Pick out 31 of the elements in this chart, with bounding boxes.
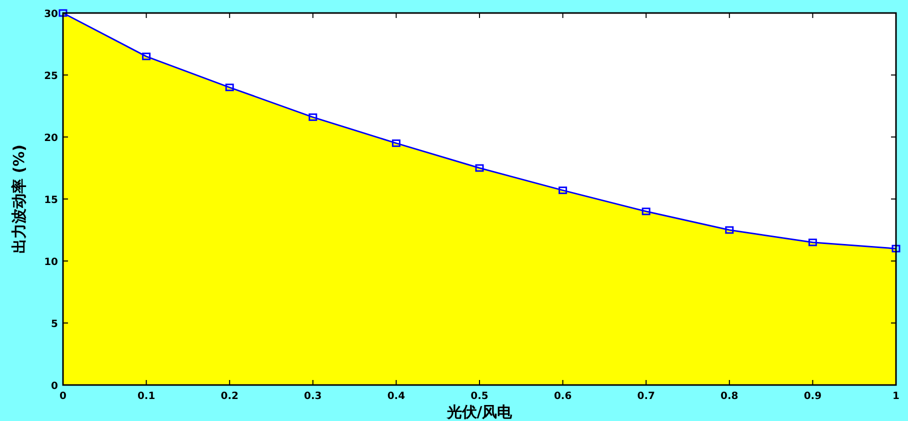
- x-tick-label: 0.8: [720, 391, 738, 402]
- x-tick-label: 0.6: [554, 391, 572, 402]
- point: [225, 84, 234, 92]
- x-tick-label: 0.4: [387, 391, 406, 402]
- y-tick-label: 0: [51, 381, 58, 392]
- y-tick-label: 20: [44, 133, 58, 144]
- point: [58, 9, 68, 17]
- point: [725, 226, 734, 234]
- point: [892, 244, 900, 252]
- y-axis-title: 出力波动率 (%): [10, 144, 28, 254]
- x-tick-label: 0.9: [804, 391, 822, 402]
- x-axis-title: 光伏/风电: [446, 403, 514, 421]
- y-tick-label: 25: [44, 71, 58, 82]
- y-tick-label: 10: [44, 257, 58, 268]
- y-tick-label: 15: [44, 195, 58, 206]
- point: [392, 139, 400, 147]
- x-tick-label: 0.1: [137, 391, 156, 402]
- point: [558, 186, 568, 194]
- y-tick-label: 30: [44, 9, 58, 20]
- x-tick-label: 0.7: [637, 391, 655, 402]
- point: [808, 238, 817, 246]
- x-tick-label: 0: [60, 391, 67, 402]
- x-tick-label: 0.5: [470, 391, 488, 402]
- point: [142, 52, 151, 60]
- x-tick-label: 0.3: [304, 391, 322, 402]
- point: [308, 113, 318, 121]
- point: [475, 164, 484, 172]
- y-tick-label: 5: [51, 319, 58, 330]
- point: [642, 208, 650, 216]
- x-tick-label: 1: [892, 391, 900, 402]
- x-tick-label: 0.2: [220, 391, 238, 402]
